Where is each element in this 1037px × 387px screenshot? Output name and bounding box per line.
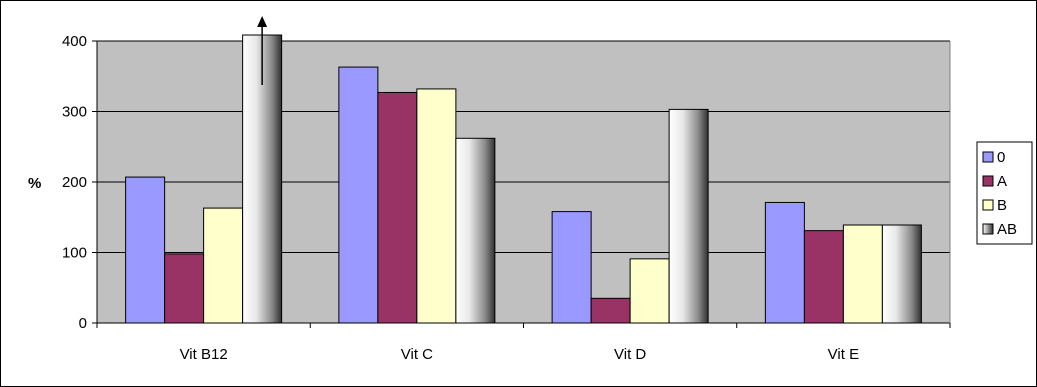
x-tick-label: Vit C <box>401 346 433 363</box>
bar-b-vit-d <box>629 258 670 324</box>
y-tick-label: 200 <box>62 174 87 191</box>
bar-b-vit-e <box>842 224 883 324</box>
bar-a-vit-b12 <box>164 253 205 324</box>
y-axis-title: % <box>28 175 41 192</box>
arrow-head <box>257 16 268 27</box>
legend: 0 AB AB <box>976 141 1033 245</box>
bar-a-vit-e <box>803 230 844 324</box>
x-tick-label: Vit B12 <box>180 346 228 363</box>
legend-swatch <box>982 175 994 187</box>
legend-swatch <box>982 151 994 163</box>
bars <box>125 34 922 324</box>
y-tick-label: 400 <box>62 33 87 50</box>
bar-ab-vit-e <box>881 224 922 324</box>
bar-ab-vit-c <box>455 137 496 324</box>
bar-0-vit-e <box>764 201 805 324</box>
y-tick-label: 100 <box>62 245 87 262</box>
legend-label: 0 <box>997 149 1005 166</box>
bar-0-vit-c <box>338 66 379 324</box>
bar-0-vit-b12 <box>125 176 166 324</box>
bar-ab-vit-d <box>668 108 709 324</box>
legend-label: B <box>997 197 1007 214</box>
legend-swatch <box>982 223 994 235</box>
bar-b-vit-c <box>416 88 457 324</box>
x-axis-ticks: Vit B12 Vit C Vit D Vit E <box>96 323 951 363</box>
bar-a-vit-d <box>590 297 631 324</box>
bar-0-vit-d <box>551 211 592 324</box>
bar-a-vit-c <box>377 91 418 324</box>
bar-b-vit-b12 <box>203 207 244 324</box>
legend-label: A <box>997 173 1007 190</box>
y-axis-ticks: 0 100 200 300 400 <box>62 33 97 332</box>
x-tick-label: Vit E <box>828 346 859 363</box>
y-tick-label: 300 <box>62 104 87 121</box>
off-scale-arrow-icon <box>257 16 268 85</box>
x-tick-label: Vit D <box>614 346 646 363</box>
y-tick-label: 0 <box>79 315 87 332</box>
legend-label: AB <box>997 221 1017 238</box>
legend-swatch <box>982 199 994 211</box>
